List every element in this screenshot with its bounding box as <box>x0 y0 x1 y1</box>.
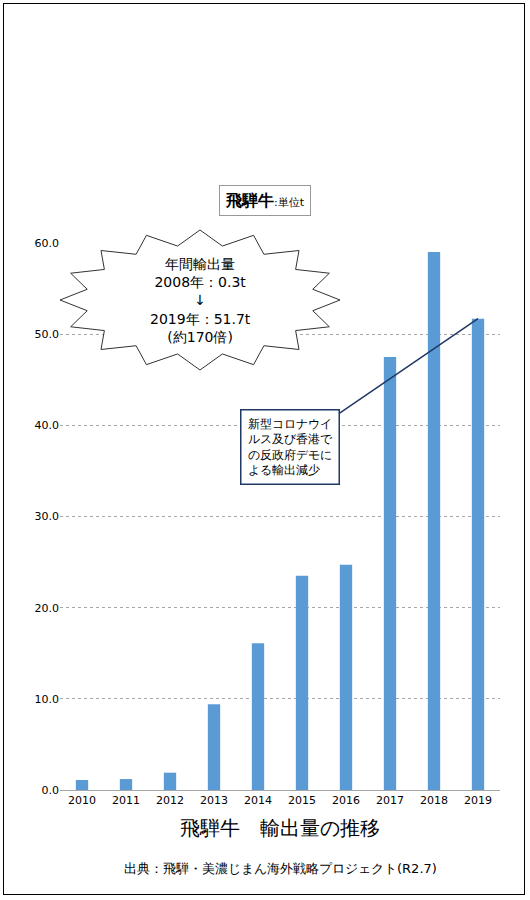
svg-text:2010: 2010 <box>68 794 96 807</box>
svg-text:飛騨牛 輸出量の推移: 飛騨牛 輸出量の推移 <box>180 816 380 840</box>
svg-text:30.0: 30.0 <box>35 510 60 523</box>
svg-text:2013: 2013 <box>200 794 228 807</box>
svg-text:年間輸出量2008年：0.3t↓2019年：51.7t(約1: 年間輸出量2008年：0.3t↓2019年：51.7t(約170倍) <box>150 256 251 345</box>
svg-text:出典：飛騨・美濃じまん海外戦略プロジェクト(R2.7): 出典：飛騨・美濃じまん海外戦略プロジェクト(R2.7) <box>124 861 437 876</box>
svg-text:新型コロナウイルス及び香港での反政府デモによる輸出減少: 新型コロナウイルス及び香港での反政府デモによる輸出減少 <box>248 417 333 478</box>
svg-text:2011: 2011 <box>112 794 140 807</box>
svg-text:20.0: 20.0 <box>35 602 60 615</box>
svg-text:2012: 2012 <box>156 794 184 807</box>
svg-text:2014: 2014 <box>244 794 272 807</box>
svg-text:40.0: 40.0 <box>35 419 60 432</box>
svg-text:2017: 2017 <box>376 794 404 807</box>
svg-text:2018: 2018 <box>420 794 448 807</box>
svg-text:2019: 2019 <box>464 794 492 807</box>
svg-text:50.0: 50.0 <box>35 328 60 341</box>
svg-text:60.0: 60.0 <box>35 237 60 250</box>
svg-text:2016: 2016 <box>332 794 360 807</box>
svg-text:2015: 2015 <box>288 794 316 807</box>
svg-text:0.0: 0.0 <box>42 784 60 797</box>
svg-text:10.0: 10.0 <box>35 693 60 706</box>
svg-text:飛騨牛:単位t: 飛騨牛:単位t <box>225 191 305 210</box>
